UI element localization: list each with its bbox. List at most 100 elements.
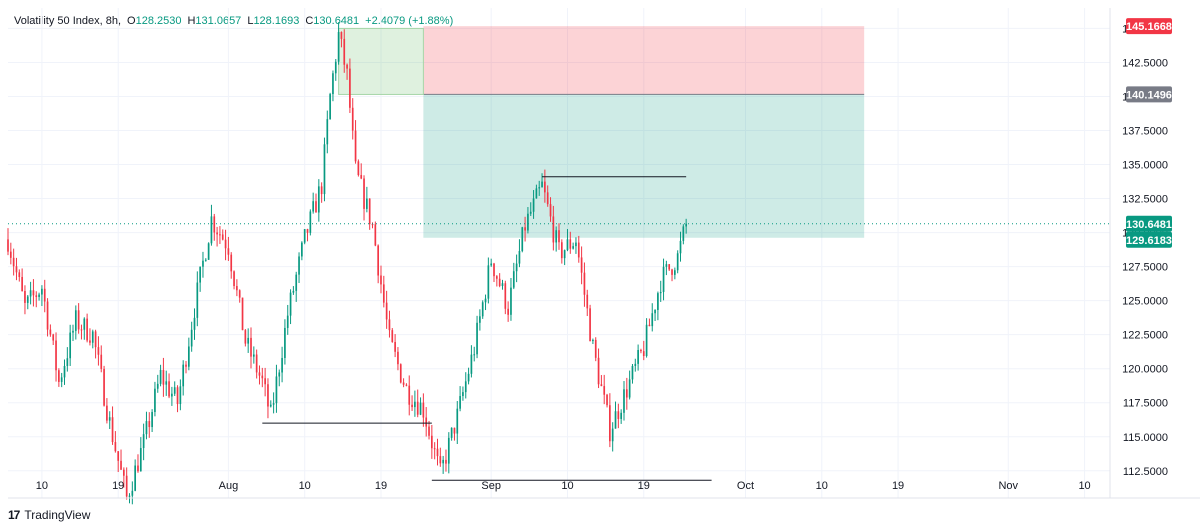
candle-body-17 (55, 340, 57, 371)
x-tick-label-2: Aug (219, 480, 239, 492)
price-badge-bg-1 (1126, 86, 1172, 103)
candle-body-149 (428, 426, 430, 436)
candle-body-67 (196, 282, 199, 318)
candle-body-171 (490, 263, 493, 266)
candle-body-8 (29, 290, 32, 297)
candle-body-24 (74, 310, 77, 331)
x-tick-label-3: 10 (299, 480, 311, 492)
candle-body-133 (382, 284, 385, 303)
candle-body-41 (123, 469, 125, 476)
y-tick-label-11: 117.5000 (1123, 398, 1168, 410)
candle-body-19 (60, 377, 63, 382)
position-zones[interactable] (338, 26, 865, 238)
candle-body-34 (103, 368, 105, 406)
candle-body-134 (385, 302, 388, 320)
candle-body-233 (665, 264, 668, 267)
candle-body-113 (326, 119, 329, 145)
candle-body-186 (532, 198, 535, 212)
candle-body-87 (252, 354, 255, 357)
candle-body-136 (391, 330, 394, 342)
candle-body-115 (332, 73, 334, 95)
legend-open: O128.2530 (127, 15, 182, 27)
candle-body-172 (493, 263, 495, 277)
candle-body-218 (623, 389, 625, 413)
candle-body-68 (199, 266, 201, 283)
candle-body-72 (210, 216, 213, 244)
candle-body-117 (337, 32, 340, 62)
candle-body-49 (145, 421, 148, 435)
candle-body-143 (411, 404, 413, 408)
candle-body-240 (685, 223, 688, 227)
y-tick-label-9: 122.5000 (1122, 330, 1168, 342)
x-tick-label-11: Nov (998, 480, 1018, 492)
legend-close: C130.6481 (305, 15, 360, 27)
candle-body-20 (63, 365, 66, 378)
candle-body-109 (315, 201, 317, 213)
candle-body-216 (617, 411, 620, 419)
stop-zone (423, 26, 865, 95)
x-tick-label-4: 19 (375, 480, 387, 492)
candle-body-193 (552, 216, 555, 243)
candle-body-229 (654, 309, 656, 314)
candle-body-50 (148, 421, 151, 428)
candle-body-85 (247, 337, 250, 344)
legend-low: L128.1693 (247, 15, 300, 27)
candle-body-118 (340, 32, 343, 39)
candle-body-93 (269, 404, 272, 407)
legend-high: H131.0657 (187, 15, 242, 27)
candle-body-155 (445, 459, 447, 464)
price-badge-2: 130.6481 (1126, 219, 1172, 231)
candle-body-214 (611, 428, 614, 442)
candle-body-131 (377, 245, 380, 276)
candle-body-205 (586, 294, 589, 309)
tradingview-logo-icon: 17 (8, 508, 20, 522)
candle-body-163 (467, 373, 470, 382)
candle-body-213 (609, 405, 611, 442)
candle-body-53 (156, 383, 159, 389)
candle-body-217 (620, 412, 623, 419)
candle-body-78 (227, 248, 230, 255)
candle-body-14 (46, 301, 49, 330)
candle-body-121 (349, 68, 351, 108)
symbol-legend: Volatility 50 Index, 8h, O128.2530 H131.… (14, 15, 453, 27)
candle-body-228 (651, 313, 654, 327)
time-axis[interactable]: 10 19 Aug 10 19 Sep 10 19 Oct 10 19 Nov 10 (36, 480, 1091, 492)
candle-body-208 (594, 339, 597, 358)
candle-body-51 (151, 412, 153, 428)
candle-body-212 (606, 394, 608, 406)
y-tick-label-7: 127.5000 (1122, 262, 1168, 274)
candle-body-69 (202, 260, 204, 267)
candle-body-94 (272, 403, 275, 405)
candle-body-215 (614, 411, 617, 429)
candle-body-135 (388, 319, 391, 331)
candle-body-105 (303, 229, 306, 243)
candle-body-168 (481, 302, 484, 317)
y-tick-label-4: 135.0000 (1122, 160, 1168, 172)
candle-body-71 (207, 243, 210, 260)
candle-body-141 (405, 384, 408, 386)
candle-body-64 (187, 346, 190, 367)
candle-body-96 (278, 372, 281, 377)
tradingview-brand[interactable]: 17 TradingView (8, 508, 90, 522)
candle-body-95 (275, 376, 278, 404)
candle-body-0 (7, 239, 9, 252)
target-zone (423, 94, 865, 238)
candle-body-198 (566, 239, 569, 251)
candle-body-138 (397, 351, 399, 365)
candle-body-158 (453, 427, 456, 434)
candle-body-92 (267, 384, 269, 407)
candle-body-23 (72, 330, 74, 333)
candle-body-189 (541, 181, 543, 188)
candle-body-45 (134, 465, 137, 491)
horizontal-lines[interactable] (8, 176, 1110, 481)
candle-body-126 (363, 178, 365, 209)
candle-body-100 (289, 292, 292, 316)
candle-body-225 (642, 351, 645, 357)
candle-body-35 (106, 405, 108, 421)
candle-body-145 (416, 401, 419, 415)
candle-body-56 (165, 381, 168, 385)
candle-body-108 (312, 201, 315, 212)
y-tick-label-8: 125.0000 (1122, 296, 1168, 308)
candle-body-91 (264, 378, 266, 385)
